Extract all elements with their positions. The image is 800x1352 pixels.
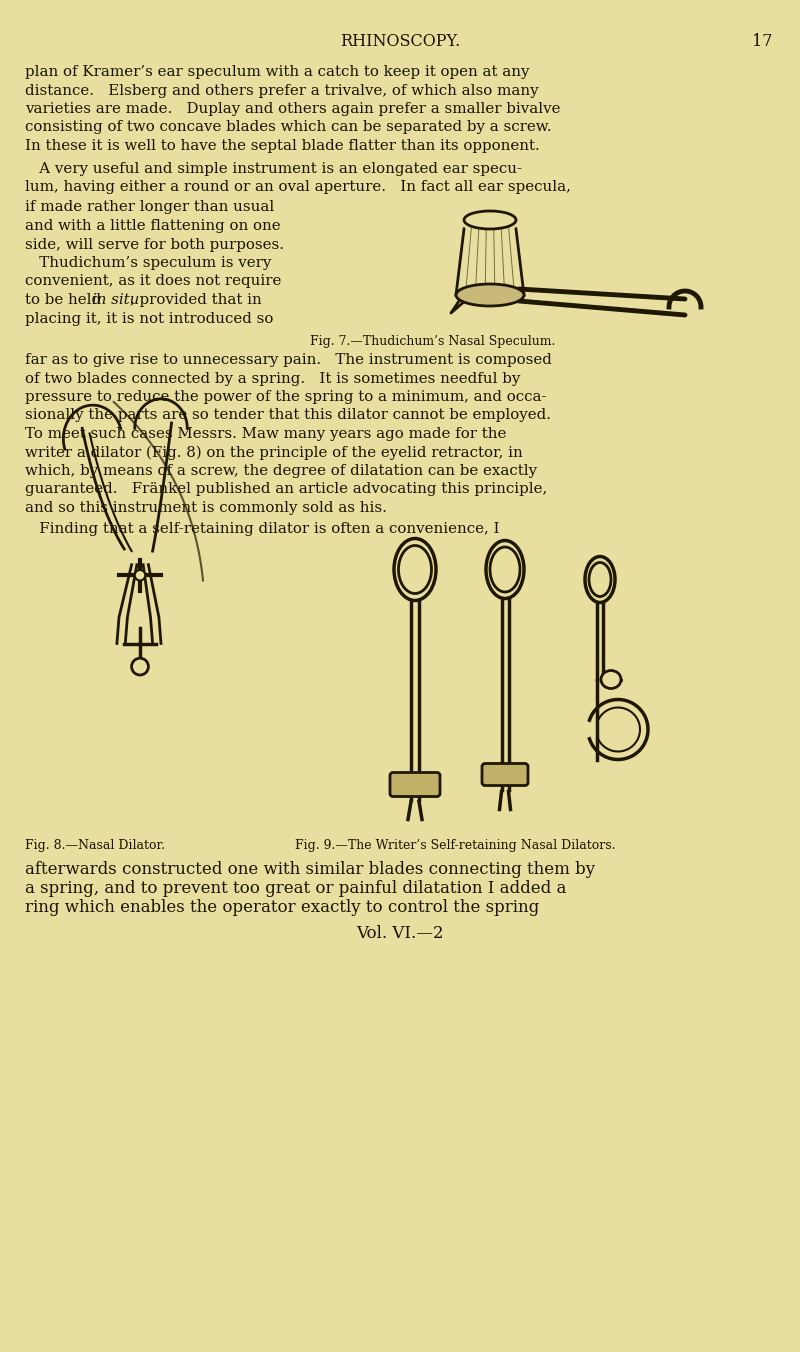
Text: , provided that in: , provided that in (130, 293, 262, 307)
Text: if made rather longer than usual: if made rather longer than usual (25, 200, 274, 215)
Ellipse shape (490, 548, 520, 592)
Circle shape (134, 571, 146, 580)
Text: plan of Kramer’s ear speculum with a catch to keep it open at any: plan of Kramer’s ear speculum with a cat… (25, 65, 530, 78)
Text: RHINOSCOPY.: RHINOSCOPY. (340, 32, 460, 50)
Ellipse shape (585, 557, 615, 603)
Ellipse shape (589, 562, 611, 596)
Text: to be held: to be held (25, 293, 106, 307)
Text: lum, having either a round or an oval aperture.   In fact all ear specula,: lum, having either a round or an oval ap… (25, 180, 571, 193)
Text: To meet such cases Messrs. Maw many years ago made for the: To meet such cases Messrs. Maw many year… (25, 427, 506, 441)
Text: Finding that a self-retaining dilator is often a convenience, I: Finding that a self-retaining dilator is… (25, 522, 499, 537)
Text: 17: 17 (753, 32, 773, 50)
Ellipse shape (601, 671, 621, 688)
Text: writer a dilator (Fig. 8) on the principle of the eyelid retractor, in: writer a dilator (Fig. 8) on the princip… (25, 446, 522, 460)
Ellipse shape (398, 545, 431, 594)
Text: Fig. 7.—Thudichum’s Nasal Speculum.: Fig. 7.—Thudichum’s Nasal Speculum. (310, 335, 555, 347)
Text: and with a little flattening on one: and with a little flattening on one (25, 219, 281, 233)
Text: guaranteed.   Fränkel published an article advocating this principle,: guaranteed. Fränkel published an article… (25, 483, 547, 496)
Text: Fig. 9.—The Writer’s Self-retaining Nasal Dilators.: Fig. 9.—The Writer’s Self-retaining Nasa… (295, 840, 615, 853)
Text: a spring, and to prevent too great or painful dilatation I added a: a spring, and to prevent too great or pa… (25, 880, 566, 896)
Ellipse shape (394, 538, 436, 600)
Text: which, by means of a screw, the degree of dilatation can be exactly: which, by means of a screw, the degree o… (25, 464, 537, 479)
FancyBboxPatch shape (482, 764, 528, 786)
Text: pressure to reduce the power of the spring to a minimum, and occa-: pressure to reduce the power of the spri… (25, 389, 546, 404)
Text: afterwards constructed one with similar blades connecting them by: afterwards constructed one with similar … (25, 861, 595, 879)
Text: Thudichum’s speculum is very: Thudichum’s speculum is very (25, 256, 271, 270)
Text: sionally the parts are so tender that this dilator cannot be employed.: sionally the parts are so tender that th… (25, 408, 551, 422)
Ellipse shape (456, 284, 524, 306)
Text: convenient, as it does not require: convenient, as it does not require (25, 274, 282, 288)
Text: Vol. VI.—2: Vol. VI.—2 (356, 925, 444, 942)
Text: of two blades connected by a spring.   It is sometimes needful by: of two blades connected by a spring. It … (25, 372, 520, 385)
Text: distance.   Elsberg and others prefer a trivalve, of which also many: distance. Elsberg and others prefer a tr… (25, 84, 538, 97)
Text: consisting of two concave blades which can be separated by a screw.: consisting of two concave blades which c… (25, 120, 552, 134)
Text: far as to give rise to unnecessary pain.   The instrument is composed: far as to give rise to unnecessary pain.… (25, 353, 552, 366)
Circle shape (131, 658, 149, 675)
Text: A very useful and simple instrument is an elongated ear specu-: A very useful and simple instrument is a… (25, 161, 522, 176)
Text: varieties are made.   Duplay and others again prefer a smaller bivalve: varieties are made. Duplay and others ag… (25, 101, 561, 116)
Ellipse shape (486, 541, 524, 599)
Text: and so this instrument is commonly sold as his.: and so this instrument is commonly sold … (25, 502, 387, 515)
Text: ring which enables the operator exactly to control the spring: ring which enables the operator exactly … (25, 899, 539, 915)
Text: placing it, it is not introduced so: placing it, it is not introduced so (25, 311, 274, 326)
Text: side, will serve for both purposes.: side, will serve for both purposes. (25, 238, 284, 251)
Text: In these it is well to have the septal blade flatter than its opponent.: In these it is well to have the septal b… (25, 139, 540, 153)
Text: Fig. 8.—Nasal Dilator.: Fig. 8.—Nasal Dilator. (25, 840, 165, 853)
FancyBboxPatch shape (390, 772, 440, 796)
Text: in situ: in situ (91, 293, 139, 307)
Ellipse shape (464, 211, 516, 228)
